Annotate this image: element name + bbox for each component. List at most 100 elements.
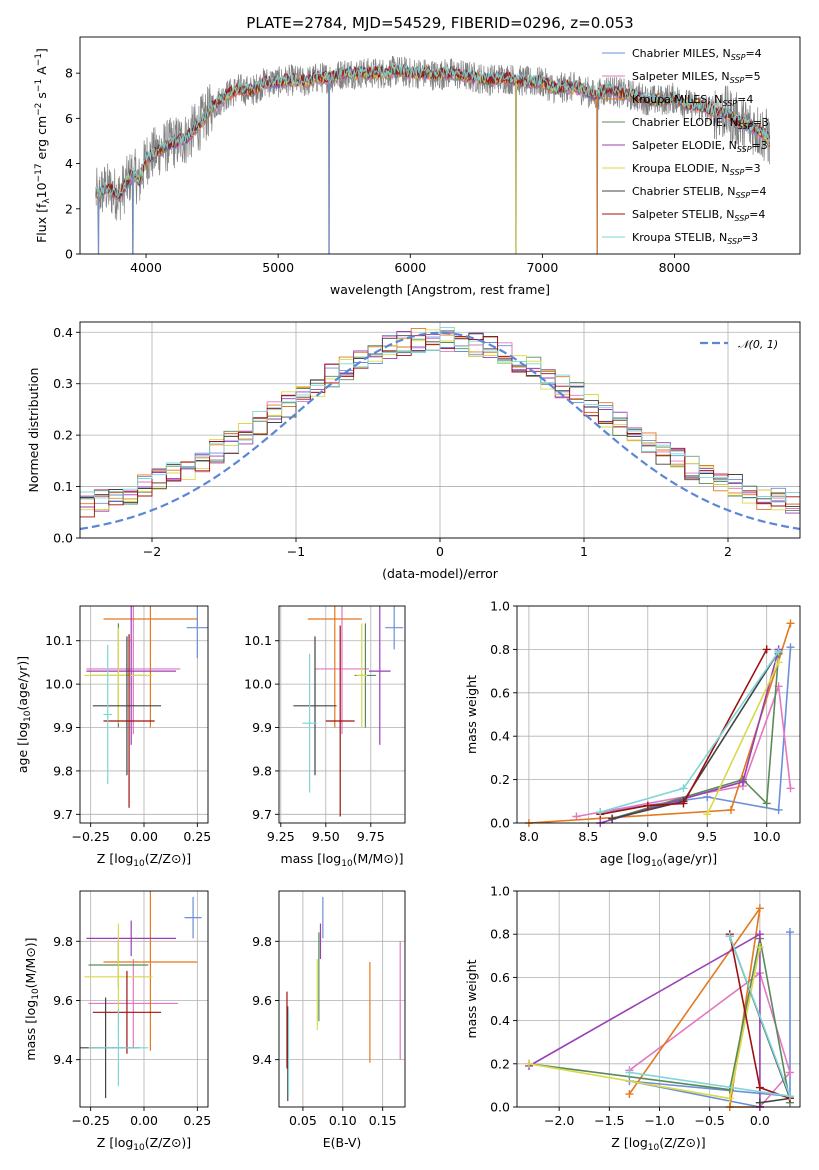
weight-vs-age-panel: 8.0 8.5 9.0 9.5 10.0 0.0 0.2 0.4 0.6 0.8 1.0 age [l…: [464, 599, 801, 869]
axes-frame: [79, 321, 801, 539]
weight-point-marker: [755, 904, 764, 913]
legend-entry: Kroupa MILES, NSSP=4: [632, 93, 753, 108]
x-tick-label: 0.10: [329, 1113, 357, 1128]
y-tick-label: 8: [65, 66, 73, 81]
legend-entry: Salpeter MILES, NSSP=5: [632, 70, 761, 85]
legend-entry: Kroupa STELIB, NSSP=3: [632, 231, 758, 246]
x-tick-label: 0.00: [130, 829, 158, 844]
weight-point-marker: [703, 792, 712, 801]
x-tick-label: 0.00: [130, 1113, 158, 1128]
weight-series-line: [600, 649, 768, 816]
y-tick-label: 10.0: [244, 677, 272, 692]
x-axis-label: Z [log10(Z/Z⊙)]: [97, 1135, 191, 1153]
x-tick-label: 10.0: [753, 829, 781, 844]
y-tick-label: 9.8: [53, 934, 73, 949]
axes-frame: [278, 605, 406, 824]
error-bars: [286, 896, 401, 1102]
x-tick-label: 8.0: [519, 829, 539, 844]
error-bars: [80, 891, 202, 1099]
x-axis-label: Z [log10(Z/Z⊙)]: [611, 1135, 705, 1153]
x-tick-label: 0.25: [183, 1113, 211, 1128]
y-tick-label: 0.3: [53, 376, 73, 391]
weight-point-marker: [679, 799, 688, 808]
weight-series-line: [576, 686, 792, 818]
x-tick-label: 0: [436, 544, 444, 559]
residuals-panel: −2 −1 0 1 2 0.0 0.1 0.2 0.3 0.4 𝒩(0, 1) (data-model…: [26, 321, 801, 581]
y-tick-label: 0.0: [53, 531, 73, 546]
weight-point-marker: [762, 645, 771, 654]
weight-point-marker: [608, 814, 617, 823]
y-tick-label: 9.8: [252, 934, 272, 949]
y-tick-label: 9.6: [53, 993, 73, 1008]
weight-series-line: [600, 647, 792, 813]
x-tick-label: 4000: [130, 260, 162, 275]
y-tick-label: 10.1: [45, 633, 73, 648]
legend-entry: Salpeter ELODIE, NSSP=3: [632, 139, 768, 154]
y-tick-label: 0.6: [490, 685, 510, 700]
x-tick-label: 8000: [659, 260, 691, 275]
x-tick-label: 9.50: [312, 829, 340, 844]
weight-series-line: [628, 907, 761, 1108]
y-axis-label: mass weight: [464, 675, 479, 754]
weight-point-marker: [786, 643, 795, 652]
weight-point-marker: [596, 808, 605, 817]
x-tick-label: 9.0: [638, 829, 658, 844]
weight-point-marker: [774, 805, 783, 814]
axes-frame: [79, 890, 209, 1108]
weight-point-marker: [785, 1068, 794, 1077]
age-vs-Z-panel: −0.25 0.00 0.25 9.7 9.8 9.9 10.0 10.1 Z [log10(Z…: [15, 605, 211, 869]
y-tick-label: 9.4: [53, 1052, 73, 1067]
x-tick-label: 0.25: [183, 829, 211, 844]
x-tick-label: 0.0: [750, 1113, 770, 1128]
y-tick-label: 9.8: [53, 763, 73, 778]
weight-point-marker: [755, 943, 764, 952]
weight-series: [525, 904, 794, 1111]
legend-entry: Salpeter STELIB, NSSP=4: [632, 208, 765, 223]
weight-point-marker: [625, 1090, 634, 1099]
x-tick-label: −0.25: [72, 829, 110, 844]
x-tick-label: 9.5: [697, 829, 717, 844]
error-bars: [84, 606, 208, 808]
weight-point-marker: [786, 784, 795, 793]
residual-histograms: [80, 326, 800, 531]
x-axis-label: (data-model)/error: [382, 566, 499, 581]
x-tick-label: −0.25: [72, 1113, 110, 1128]
spectrum-panel: 4000 5000 6000 7000 8000 0 2 4 6 8 Chabrier MILES,…: [34, 36, 801, 297]
residual-histogram: [80, 326, 800, 515]
weight-point-marker: [679, 784, 688, 793]
y-tick-label: 9.9: [53, 720, 73, 735]
x-tick-label: 2: [724, 544, 732, 559]
x-tick-label: 8.5: [578, 829, 598, 844]
x-axis-label: E(B-V): [323, 1135, 362, 1150]
weight-point-marker: [774, 647, 783, 656]
y-tick-label: 9.4: [252, 1052, 272, 1067]
y-tick-label: 1.0: [490, 599, 510, 614]
weight-point-marker: [738, 777, 747, 786]
legend-entry: Chabrier ELODIE, NSSP=3: [632, 116, 769, 131]
weight-point-marker: [755, 1083, 764, 1092]
spectrum-lines: [95, 55, 771, 254]
y-tick-label: 9.6: [252, 993, 272, 1008]
weight-point-marker: [525, 1059, 534, 1068]
x-tick-label: 0.15: [369, 1113, 397, 1128]
axes-frame: [516, 890, 801, 1108]
x-tick-label: 7000: [526, 260, 558, 275]
y-tick-label: 0.2: [490, 772, 510, 787]
y-tick-label: 1.0: [490, 884, 510, 899]
y-tick-label: 6: [65, 111, 73, 126]
mass-vs-Z-panel: −0.25 0.00 0.25 9.4 9.6 9.8 Z [log10(Z/Z⊙)] mas…: [23, 890, 211, 1153]
x-axis-label: wavelength [Angstrom, rest frame]: [330, 282, 550, 297]
y-tick-label: 9.7: [252, 807, 272, 822]
x-tick-label: 0.05: [289, 1113, 317, 1128]
y-tick-label: 10.0: [45, 677, 73, 692]
weight-point-marker: [785, 1092, 794, 1101]
y-axis-label: mass [log10(M/M⊙)]: [23, 937, 41, 1060]
legend-entry: Kroupa ELODIE, NSSP=3: [632, 162, 761, 177]
weight-series-line: [629, 932, 791, 1108]
x-axis-label: age [log10(age/yr)]: [600, 851, 717, 869]
y-axis-label: age [log10(age/yr)]: [15, 656, 33, 773]
weight-point-marker: [755, 1098, 764, 1107]
y-tick-label: 9.8: [252, 763, 272, 778]
weight-point-marker: [725, 932, 734, 941]
